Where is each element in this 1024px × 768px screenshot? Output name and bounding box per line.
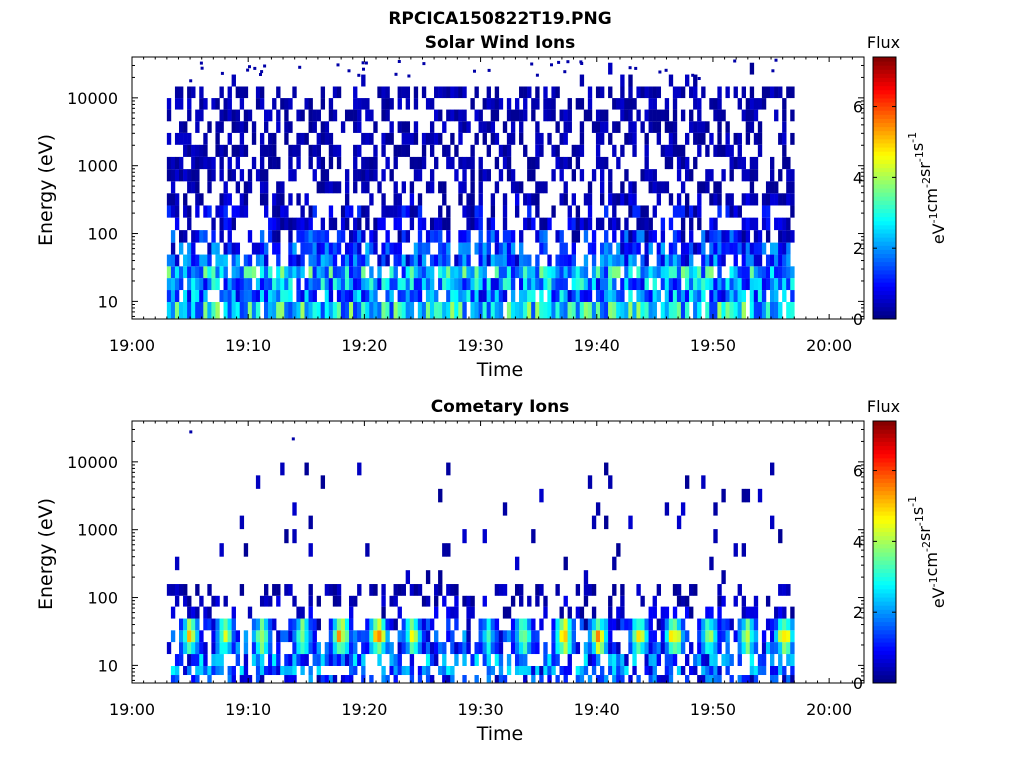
x-tick-label: 19:30: [458, 700, 504, 719]
y-axis-ticks: 10 100 1000 10000: [67, 420, 864, 681]
colorbar-label: eV-1cm-2sr-1s-1: [906, 496, 948, 608]
colorbar-tick-label: 4: [853, 168, 863, 187]
y-tick-label: 10000: [67, 453, 118, 472]
figure-title: RPCICA150822T19.PNG: [388, 9, 611, 29]
colorbar-tick-label: 6: [853, 98, 863, 117]
colorbar: Flux 0 2 4 6 eV-1cm-2sr-1s-1: [853, 33, 948, 329]
cometary-panel: Cometary Ions 19:00 19:10 19:20 19:30 19:40 1…: [35, 397, 948, 745]
panel-title-cometary: Cometary Ions: [431, 397, 570, 417]
y-tick-label: 1000: [77, 157, 118, 176]
colorbar-tick-label: 2: [853, 603, 863, 622]
panel-title-solar-wind: Solar Wind Ions: [425, 33, 576, 53]
y-axis-label: Energy (eV): [35, 134, 57, 246]
x-tick-label: 19:40: [574, 336, 620, 355]
colorbar-tick-label: 6: [853, 462, 863, 481]
y-tick-label: 10: [98, 292, 118, 311]
colorbar-title: Flux: [867, 33, 900, 52]
colorbar: Flux 0 2 4 6 eV-1cm-2sr-1s-1: [853, 397, 948, 693]
x-tick-label: 19:40: [574, 700, 620, 719]
x-axis-label: Time: [476, 723, 524, 745]
colorbar-frame: [872, 420, 897, 684]
y-tick-label: 10000: [67, 89, 118, 108]
y-tick-label: 100: [87, 225, 118, 244]
y-tick-label: 10: [98, 656, 118, 675]
colorbar-tick-label: 0: [853, 674, 863, 693]
colorbar-tick-label: 0: [853, 310, 863, 329]
colorbar-frame: [872, 56, 897, 320]
x-tick-label: 19:50: [690, 700, 736, 719]
y-axis-label: Energy (eV): [35, 498, 57, 610]
colorbar-label: eV-1cm-2sr-1s-1: [906, 132, 948, 244]
x-tick-label: 19:20: [341, 700, 387, 719]
x-tick-label: 19:00: [109, 336, 155, 355]
x-axis-ticks: 19:00 19:10 19:20 19:30 19:40 19:50 20:00: [109, 57, 865, 355]
colorbar-tick-label: 2: [853, 239, 863, 258]
x-tick-label: 19:50: [690, 336, 736, 355]
y-tick-label: 1000: [77, 521, 118, 540]
x-tick-label: 19:10: [225, 336, 271, 355]
colorbar-tick-label: 4: [853, 532, 863, 551]
x-tick-label: 20:00: [806, 336, 852, 355]
x-tick-label: 20:00: [806, 700, 852, 719]
x-tick-label: 19:00: [109, 700, 155, 719]
plot-frame: [131, 56, 865, 320]
cometary-heatmap: [166, 430, 795, 683]
x-tick-label: 19:10: [225, 700, 271, 719]
solar-wind-heatmap: [166, 58, 795, 319]
x-axis-ticks: 19:00 19:10 19:20 19:30 19:40 19:50 20:00: [109, 421, 865, 719]
y-tick-label: 100: [87, 589, 118, 608]
x-tick-label: 19:30: [458, 336, 504, 355]
x-axis-label: Time: [476, 359, 524, 381]
colorbar-title: Flux: [867, 397, 900, 416]
solar-wind-panel: Solar Wind Ions 19:00 19:10 19:20 19:30 19:4…: [35, 33, 948, 381]
plot-frame: [131, 420, 865, 684]
x-tick-label: 19:20: [341, 336, 387, 355]
y-axis-ticks: 10 100 1000 10000: [67, 56, 864, 317]
